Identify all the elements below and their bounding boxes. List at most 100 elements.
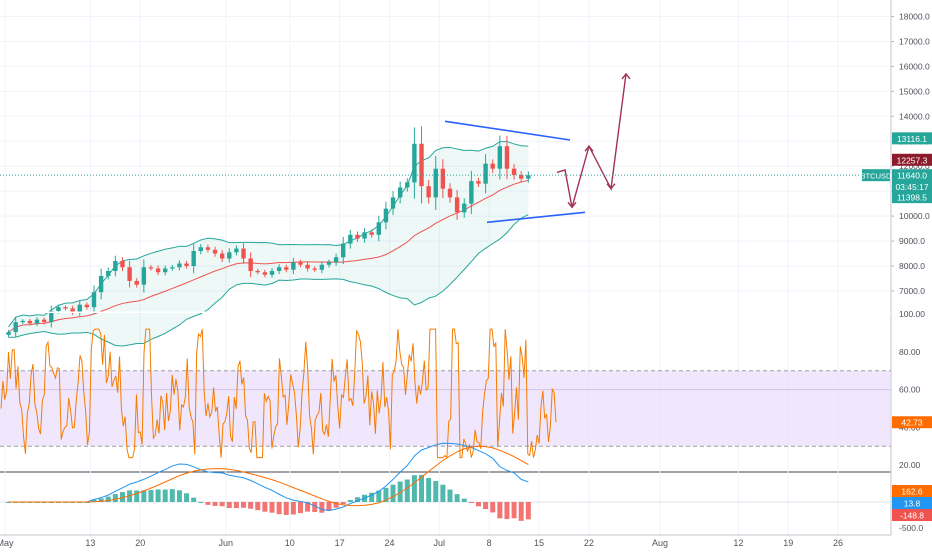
candle-body <box>170 267 174 268</box>
candle-body <box>498 146 502 168</box>
macd-histogram-bar <box>512 502 517 518</box>
macd-histogram-bar <box>405 480 410 502</box>
macd-histogram-bar <box>184 493 189 502</box>
time-tick-label: 22 <box>584 538 594 548</box>
symbol-tag-label: BTCUSD <box>861 172 892 181</box>
macd-badge-label: -148.8 <box>900 511 924 521</box>
candle-body <box>277 267 281 271</box>
candle-body <box>263 272 267 274</box>
price-badge-label: 12257.3 <box>897 155 928 165</box>
time-tick-label: 10 <box>285 538 295 548</box>
candle-body <box>199 247 203 251</box>
candle-body <box>341 244 345 258</box>
macd-histogram-bar <box>341 502 346 504</box>
time-tick-label: 15 <box>534 538 544 548</box>
macd-histogram-bar <box>504 502 509 519</box>
bollinger-band-fill <box>9 142 529 346</box>
candle-body <box>298 262 302 264</box>
candle-body <box>206 247 210 249</box>
candle-body <box>213 250 217 254</box>
macd-badge-label: 162.6 <box>901 487 923 497</box>
macd-histogram-bar <box>284 502 289 515</box>
macd-histogram-bar <box>227 502 232 508</box>
macd-histogram-bar <box>213 502 218 506</box>
candle-body <box>163 268 167 272</box>
macd-histogram-bar <box>255 502 260 510</box>
macd-histogram-bar <box>519 502 524 521</box>
candle-body <box>92 292 96 307</box>
macd-histogram-bar <box>163 490 168 502</box>
time-tick-label: 8 <box>487 538 492 548</box>
price-tick-label: 15000.0 <box>899 86 930 96</box>
candle-body <box>384 209 388 223</box>
time-tick-label: 17 <box>335 538 345 548</box>
candle-body <box>426 186 430 197</box>
rsi-current-label: 42.73 <box>901 418 923 428</box>
candle-body <box>362 232 366 238</box>
projection-path <box>557 74 626 207</box>
macd-histogram-bar <box>270 502 275 513</box>
macd-histogram-bar <box>134 491 139 502</box>
candle-body <box>149 267 153 268</box>
candle-body <box>434 169 438 198</box>
candle-body <box>305 265 309 269</box>
time-tick-label: 26 <box>833 538 843 548</box>
triangle-upper-trendline <box>445 121 570 140</box>
macd-histogram-bar <box>391 485 396 502</box>
macd-histogram-bar <box>348 500 353 502</box>
candle-body <box>320 265 324 270</box>
macd-histogram-bar <box>106 497 111 502</box>
candle-body <box>526 175 530 178</box>
candle-body <box>483 164 487 184</box>
candle-body <box>106 271 110 276</box>
candle-body <box>355 235 359 239</box>
candle-body <box>448 189 452 198</box>
candle-body <box>127 267 131 281</box>
time-tick-label: Aug <box>652 538 668 548</box>
macd-histogram-bar <box>426 478 431 502</box>
time-tick-label: Jul <box>434 538 446 548</box>
time-tick-label: 19 <box>783 538 793 548</box>
candle-body <box>327 262 331 264</box>
macd-histogram-bar <box>412 475 417 502</box>
candle-body <box>313 268 317 269</box>
candle-body <box>405 182 409 187</box>
price-tick-label: 7000.0 <box>899 286 925 296</box>
macd-histogram-bar <box>234 502 239 508</box>
rsi-band <box>0 371 891 447</box>
macd-histogram-bar <box>298 502 303 513</box>
candle-body <box>334 257 338 262</box>
candle-body <box>113 261 117 271</box>
macd-histogram-bar <box>483 502 488 509</box>
macd-histogram-bar <box>497 502 502 518</box>
price-tick-label: 14000.0 <box>899 111 930 121</box>
time-tick-label: 20 <box>135 538 145 548</box>
macd-histogram-bar <box>462 499 467 502</box>
candle-body <box>42 320 46 322</box>
price-tick-label: 16000.0 <box>899 61 930 71</box>
macd-histogram-bar <box>205 502 210 505</box>
candle-body <box>377 222 381 234</box>
time-tick-label: May <box>0 538 14 548</box>
macd-histogram-bar <box>490 502 495 512</box>
price-tick-label: 17000.0 <box>899 36 930 46</box>
rsi-tick-label: 80.00 <box>899 347 921 357</box>
macd-tick-label: -500.0 <box>899 523 923 533</box>
time-tick-label: 13 <box>85 538 95 548</box>
macd-histogram-bar <box>248 502 253 509</box>
price-tick-label: 18000.0 <box>899 12 930 22</box>
rsi-tick-label: 100.00 <box>899 309 925 319</box>
time-tick-label: 12 <box>733 538 743 548</box>
candle-body <box>184 264 188 266</box>
candle-body <box>419 144 423 186</box>
candle-body <box>177 264 181 268</box>
candle-body <box>505 146 509 168</box>
candle-body <box>284 267 288 269</box>
candle-body <box>78 305 82 312</box>
macd-histogram-bar <box>469 502 474 503</box>
price-badge-label: 11398.5 <box>897 193 927 203</box>
macd-histogram-bar <box>440 485 445 502</box>
macd-histogram-bar <box>170 489 175 502</box>
